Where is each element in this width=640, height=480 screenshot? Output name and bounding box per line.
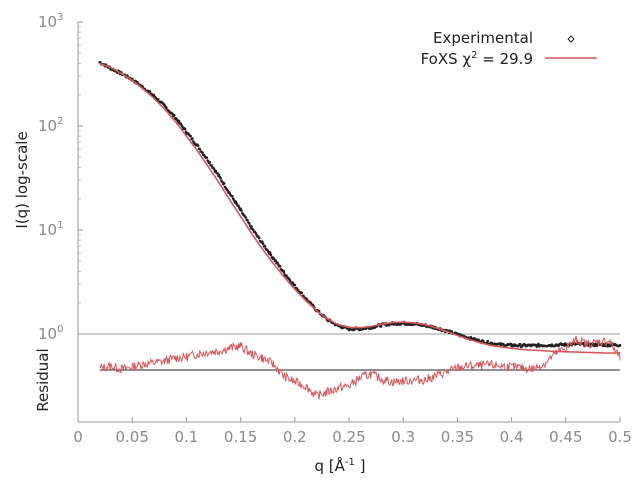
residual-panel bbox=[99, 336, 621, 400]
data-point bbox=[212, 167, 216, 171]
data-point bbox=[293, 283, 297, 287]
data-point bbox=[222, 182, 226, 185]
data-point bbox=[450, 330, 454, 333]
series-foxs-fit bbox=[99, 62, 620, 354]
data-point bbox=[191, 137, 194, 140]
y-tick-label: 100 bbox=[38, 324, 63, 343]
x-tick-label: 0.2 bbox=[283, 428, 307, 446]
y-tick-base: 10 bbox=[38, 221, 57, 239]
y-tick-base: 10 bbox=[38, 117, 57, 135]
data-point bbox=[300, 291, 304, 295]
data-point bbox=[148, 90, 152, 93]
data-point bbox=[181, 125, 184, 129]
x-tick-label: 0 bbox=[73, 428, 83, 446]
y-tick-exp: 2 bbox=[57, 116, 63, 127]
x-axis-title: q [Å-1 ] bbox=[314, 456, 365, 475]
data-point bbox=[296, 288, 300, 292]
data-point bbox=[196, 144, 200, 148]
legend-label-foxs: FoXS χ2 = 29.9 bbox=[421, 50, 533, 68]
y-tick-label: 103 bbox=[38, 12, 63, 31]
data-point bbox=[278, 265, 282, 268]
data-point bbox=[198, 147, 202, 151]
series-experimental bbox=[98, 60, 622, 349]
legend-marker-experimental bbox=[567, 35, 575, 43]
data-point bbox=[201, 151, 204, 154]
data-point bbox=[274, 259, 278, 263]
data-point bbox=[217, 173, 221, 177]
legend-label-foxs-main: FoXS χ bbox=[421, 50, 472, 68]
data-point bbox=[254, 231, 258, 235]
y-tick-base: 10 bbox=[38, 13, 57, 31]
y-tick-label: 102 bbox=[38, 116, 63, 135]
legend-label-foxs-end: = 29.9 bbox=[477, 50, 533, 68]
data-point bbox=[237, 204, 240, 208]
legend: Experimental FoXS χ2 = 29.9 bbox=[421, 29, 597, 68]
data-point bbox=[232, 199, 236, 202]
x-tick-label: 0.1 bbox=[174, 428, 198, 446]
data-point bbox=[231, 195, 234, 198]
x-tick-label: 0.5 bbox=[608, 428, 632, 446]
data-point bbox=[244, 216, 248, 219]
x-axis-title-main: q [Å bbox=[314, 456, 345, 475]
x-tick-label: 0.15 bbox=[224, 428, 257, 446]
data-point bbox=[502, 342, 505, 346]
data-point bbox=[205, 156, 209, 159]
y-tick-exp: 1 bbox=[57, 220, 63, 231]
data-point bbox=[482, 339, 485, 343]
legend-label-foxs-sup: 2 bbox=[471, 50, 477, 61]
x-axis-title-end: ] bbox=[355, 457, 366, 475]
data-point bbox=[535, 345, 539, 348]
data-point bbox=[309, 301, 313, 305]
y-axis-title: I(q) log-scale bbox=[13, 131, 31, 228]
x-axis: 0 0.05 0.1 0.15 0.2 0.25 0.3 0.35 0.4 0.45 0.5 bbox=[73, 417, 632, 446]
data-point bbox=[234, 200, 238, 204]
x-tick-label: 0.25 bbox=[332, 428, 365, 446]
data-point bbox=[208, 161, 212, 164]
data-point bbox=[261, 242, 265, 246]
data-point bbox=[282, 271, 286, 274]
series-residual bbox=[99, 336, 621, 400]
data-point bbox=[269, 253, 273, 257]
x-tick-label: 0.3 bbox=[391, 428, 415, 446]
data-point bbox=[240, 209, 243, 212]
data-point bbox=[272, 257, 276, 260]
data-point bbox=[214, 169, 218, 173]
x-axis-title-sup: -1 bbox=[345, 457, 355, 468]
data-point bbox=[260, 240, 264, 243]
data-point bbox=[263, 244, 267, 248]
x-tick-label: 0.05 bbox=[115, 428, 148, 446]
data-point bbox=[210, 164, 213, 167]
data-point bbox=[226, 189, 229, 192]
data-point bbox=[172, 113, 176, 117]
data-point bbox=[165, 106, 168, 110]
x-tick-label: 0.45 bbox=[549, 428, 582, 446]
data-point bbox=[268, 251, 272, 254]
y-tick-base: 10 bbox=[38, 325, 57, 343]
data-point bbox=[276, 261, 279, 264]
y-tick-label: 101 bbox=[38, 220, 63, 239]
y-tick-exp: 3 bbox=[57, 12, 63, 23]
data-point bbox=[246, 218, 249, 222]
x-tick-label: 0.4 bbox=[500, 428, 524, 446]
x-tick-label: 0.35 bbox=[441, 428, 474, 446]
residual-axis-title: Residual bbox=[34, 348, 52, 411]
data-point bbox=[247, 222, 251, 225]
legend-label-experimental: Experimental bbox=[433, 29, 533, 47]
data-point bbox=[257, 236, 261, 240]
data-point bbox=[486, 339, 490, 343]
y-tick-exp: 0 bbox=[57, 324, 63, 335]
data-point bbox=[219, 177, 222, 180]
data-point bbox=[618, 343, 622, 347]
data-point bbox=[156, 98, 160, 101]
data-point bbox=[189, 134, 193, 138]
data-point bbox=[379, 325, 383, 328]
data-point bbox=[477, 338, 480, 342]
data-point bbox=[518, 342, 522, 346]
data-point bbox=[595, 344, 599, 347]
data-point bbox=[183, 127, 187, 131]
data-point bbox=[177, 119, 181, 123]
data-point bbox=[250, 225, 253, 228]
